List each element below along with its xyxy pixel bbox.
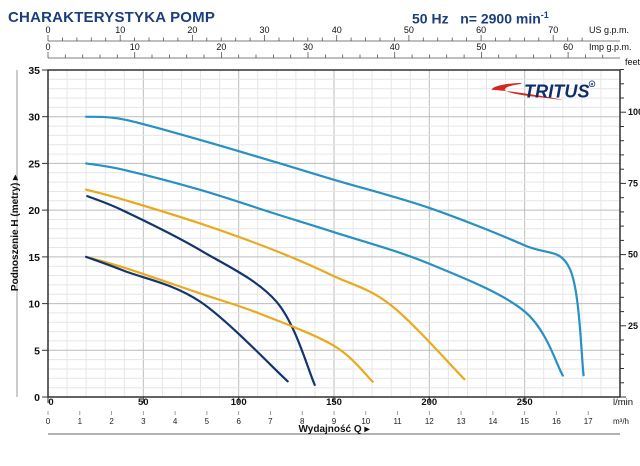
svg-text:12: 12 — [425, 417, 434, 426]
svg-text:10: 10 — [115, 25, 125, 35]
svg-text:5: 5 — [205, 417, 210, 426]
svg-text:1: 1 — [78, 417, 83, 426]
svg-text:14: 14 — [488, 417, 497, 426]
svg-text:TRITUS: TRITUS — [524, 82, 590, 102]
svg-text:150: 150 — [326, 397, 342, 408]
svg-text:15: 15 — [28, 252, 40, 264]
svg-text:100: 100 — [231, 397, 247, 408]
svg-text:0: 0 — [34, 392, 40, 404]
svg-text:25: 25 — [28, 158, 40, 170]
svg-text:l/min: l/min — [613, 397, 633, 408]
svg-text:17: 17 — [584, 417, 593, 426]
svg-text:10: 10 — [28, 299, 40, 311]
svg-text:3: 3 — [141, 417, 146, 426]
svg-text:50: 50 — [628, 250, 638, 260]
svg-text:feet: feet — [625, 57, 640, 67]
svg-text:60: 60 — [563, 42, 573, 52]
svg-text:30: 30 — [303, 42, 313, 52]
svg-text:0: 0 — [48, 397, 53, 408]
svg-text:20: 20 — [28, 205, 40, 217]
svg-text:6: 6 — [236, 417, 241, 426]
svg-text:Wydajność Q ▸: Wydajność Q ▸ — [299, 424, 371, 435]
svg-text:15: 15 — [520, 417, 529, 426]
svg-text:16: 16 — [552, 417, 561, 426]
svg-text:10: 10 — [130, 42, 140, 52]
svg-text:0: 0 — [45, 42, 50, 52]
svg-text:100: 100 — [628, 107, 640, 117]
svg-text:60: 60 — [476, 25, 486, 35]
svg-text:13: 13 — [457, 417, 466, 426]
svg-text:75: 75 — [628, 178, 638, 188]
svg-text:Imp g.p.m.: Imp g.p.m. — [589, 42, 632, 52]
svg-text:7: 7 — [268, 417, 273, 426]
svg-text:40: 40 — [390, 42, 400, 52]
svg-text:70: 70 — [548, 25, 558, 35]
svg-text:25: 25 — [628, 321, 638, 331]
svg-text:50: 50 — [476, 42, 486, 52]
svg-text:50: 50 — [138, 397, 149, 408]
svg-text:250: 250 — [517, 397, 533, 408]
svg-text:20: 20 — [216, 42, 226, 52]
svg-text:4: 4 — [173, 417, 178, 426]
svg-text:2: 2 — [109, 417, 114, 426]
svg-text:50: 50 — [404, 25, 414, 35]
svg-text:11: 11 — [393, 417, 402, 426]
svg-text:m³/h: m³/h — [613, 417, 629, 426]
svg-text:200: 200 — [421, 397, 437, 408]
svg-text:35: 35 — [28, 65, 40, 77]
svg-text:5: 5 — [34, 345, 40, 357]
svg-text:0: 0 — [45, 25, 50, 35]
svg-text:R: R — [591, 83, 594, 87]
svg-text:30: 30 — [259, 25, 269, 35]
svg-text:0: 0 — [46, 417, 51, 426]
svg-text:US g.p.m.: US g.p.m. — [589, 25, 629, 35]
svg-text:30: 30 — [28, 112, 40, 124]
svg-text:20: 20 — [187, 25, 197, 35]
svg-text:40: 40 — [332, 25, 342, 35]
